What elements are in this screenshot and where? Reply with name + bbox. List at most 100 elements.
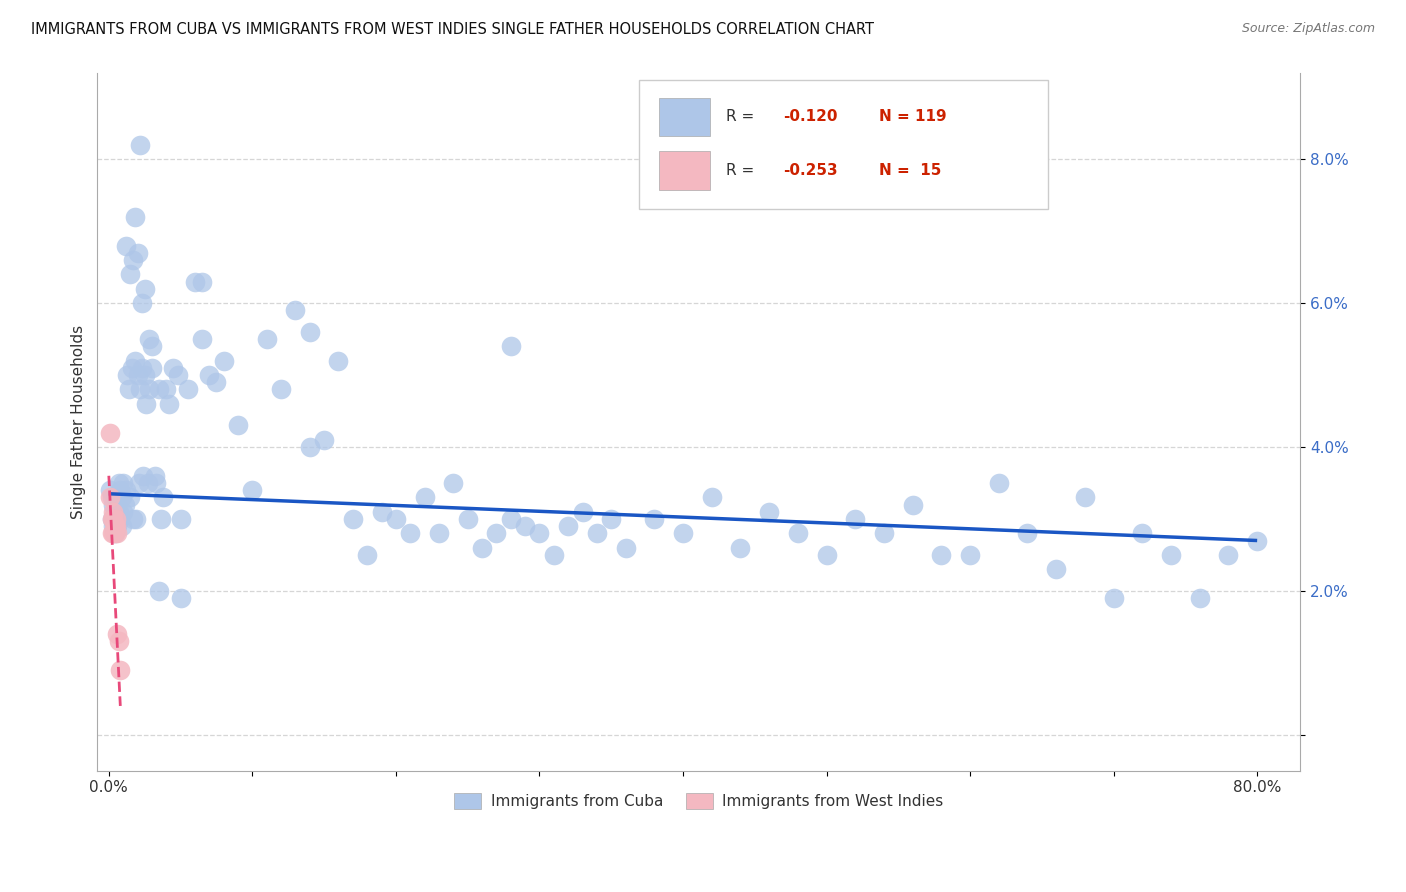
FancyBboxPatch shape	[659, 152, 710, 190]
Point	[100, 512, 122, 526]
Point	[112, 475, 135, 490]
Point	[1130, 526, 1153, 541]
Text: -0.120: -0.120	[783, 110, 838, 125]
Point	[110, 512, 132, 526]
Point	[141, 339, 163, 353]
Point	[108, 505, 131, 519]
Point	[127, 245, 149, 260]
Point	[157, 397, 180, 411]
Point	[205, 376, 228, 390]
Point	[457, 512, 479, 526]
Point	[191, 332, 214, 346]
Point	[117, 368, 139, 382]
Point	[586, 526, 609, 541]
Point	[112, 505, 135, 519]
Point	[873, 526, 896, 541]
Point	[1218, 548, 1240, 562]
Point	[122, 512, 145, 526]
Point	[105, 519, 128, 533]
Point	[121, 360, 143, 375]
Point	[122, 252, 145, 267]
Point	[128, 475, 150, 490]
Point	[149, 512, 172, 526]
Point	[155, 383, 177, 397]
Point	[513, 519, 536, 533]
Point	[136, 475, 159, 490]
Point	[138, 332, 160, 346]
Point	[101, 519, 124, 533]
Point	[129, 383, 152, 397]
Point	[138, 383, 160, 397]
Point	[101, 512, 124, 526]
Point	[441, 475, 464, 490]
Point	[135, 397, 157, 411]
Point	[643, 512, 665, 526]
Point	[101, 505, 124, 519]
Point	[145, 475, 167, 490]
Point	[169, 512, 191, 526]
Point	[614, 541, 637, 555]
Point	[105, 512, 128, 526]
Point	[485, 526, 508, 541]
Point	[1017, 526, 1039, 541]
Point	[132, 468, 155, 483]
Point	[672, 526, 695, 541]
Text: R =: R =	[727, 110, 759, 125]
Point	[1188, 591, 1211, 605]
Point	[118, 383, 141, 397]
Point	[184, 275, 207, 289]
Text: -0.253: -0.253	[783, 163, 838, 178]
Text: IMMIGRANTS FROM CUBA VS IMMIGRANTS FROM WEST INDIES SINGLE FATHER HOUSEHOLDS COR: IMMIGRANTS FROM CUBA VS IMMIGRANTS FROM …	[31, 22, 875, 37]
Point	[758, 505, 780, 519]
Point	[499, 512, 522, 526]
Point	[143, 468, 166, 483]
Point	[134, 368, 156, 382]
Point	[557, 519, 579, 533]
Point	[1246, 533, 1268, 548]
Point	[134, 282, 156, 296]
Point	[427, 526, 450, 541]
Point	[107, 526, 129, 541]
Point	[110, 483, 132, 498]
Point	[1160, 548, 1182, 562]
Point	[1074, 491, 1097, 505]
Point	[844, 512, 866, 526]
Point	[931, 548, 953, 562]
Point	[328, 353, 350, 368]
Point	[108, 634, 131, 648]
Text: N =  15: N = 15	[879, 163, 942, 178]
Point	[107, 498, 129, 512]
Point	[901, 498, 924, 512]
Point	[98, 483, 121, 498]
Point	[959, 548, 981, 562]
Point	[399, 526, 422, 541]
Point	[413, 491, 436, 505]
Point	[127, 368, 149, 382]
Point	[115, 483, 138, 498]
Point	[98, 425, 121, 440]
Point	[499, 339, 522, 353]
Point	[100, 512, 122, 526]
Point	[1102, 591, 1125, 605]
Point	[152, 491, 174, 505]
Point	[120, 491, 142, 505]
Point	[125, 512, 148, 526]
Point	[111, 519, 134, 533]
Point	[131, 296, 153, 310]
Point	[191, 275, 214, 289]
Point	[105, 491, 128, 505]
Text: R =: R =	[727, 163, 759, 178]
Point	[108, 475, 131, 490]
Point	[1045, 562, 1067, 576]
Point	[148, 583, 170, 598]
Point	[103, 519, 125, 533]
Point	[342, 512, 364, 526]
Point	[131, 360, 153, 375]
Text: Source: ZipAtlas.com: Source: ZipAtlas.com	[1241, 22, 1375, 36]
Text: N = 119: N = 119	[879, 110, 946, 125]
Point	[110, 663, 132, 677]
Point	[212, 353, 235, 368]
Point	[101, 498, 124, 512]
FancyBboxPatch shape	[638, 80, 1047, 209]
Point	[148, 383, 170, 397]
